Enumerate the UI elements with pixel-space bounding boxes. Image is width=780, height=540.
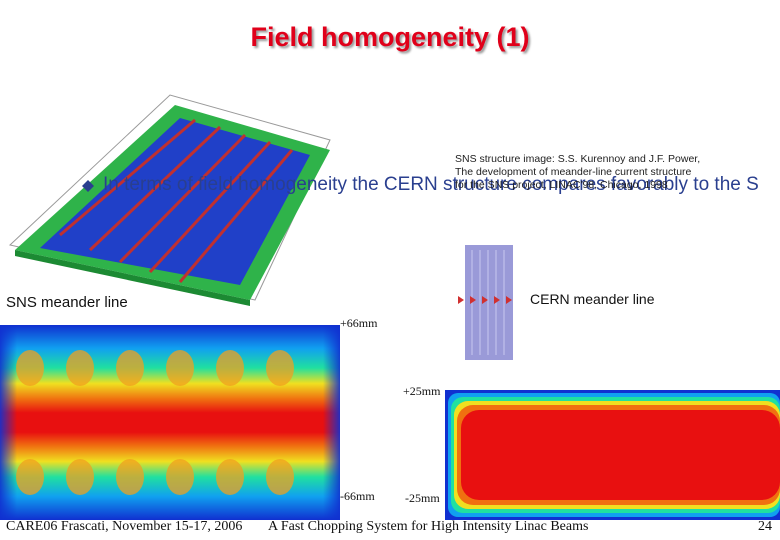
reference-line: The development of meander-line current … xyxy=(455,166,692,178)
cern-field-map xyxy=(445,390,780,520)
reference: SNS structure image: S.S. Kurennoy and J… xyxy=(455,153,700,192)
dimension-label: +25mm xyxy=(403,384,441,398)
bullet-text: In terms of field homogeneity the CERN s… xyxy=(103,174,759,195)
page-number: 24 xyxy=(758,519,772,534)
cern-structure-image xyxy=(458,245,513,360)
sns-field-map xyxy=(0,325,340,520)
reference-line: SNS structure image: S.S. Kurennoy and J… xyxy=(455,153,701,165)
reference-line: for the SNS project, LINAC'98, Chicago, … xyxy=(455,179,668,191)
cern-label: CERN meander line xyxy=(530,291,655,307)
sns-structure-image xyxy=(8,94,331,306)
footer-left: CARE06 Frascati, November 15-17, 2006 xyxy=(6,519,243,534)
bullet-marker xyxy=(82,180,94,192)
dimension-label: -66mm xyxy=(340,489,375,503)
footer-center: A Fast Chopping System for High Intensit… xyxy=(268,519,589,534)
slide-title: Field homogeneity (1) xyxy=(250,22,530,52)
sns-label: SNS meander line xyxy=(6,294,128,311)
dimension-label: -25mm xyxy=(405,491,440,505)
dimension-label: +66mm xyxy=(340,316,378,330)
